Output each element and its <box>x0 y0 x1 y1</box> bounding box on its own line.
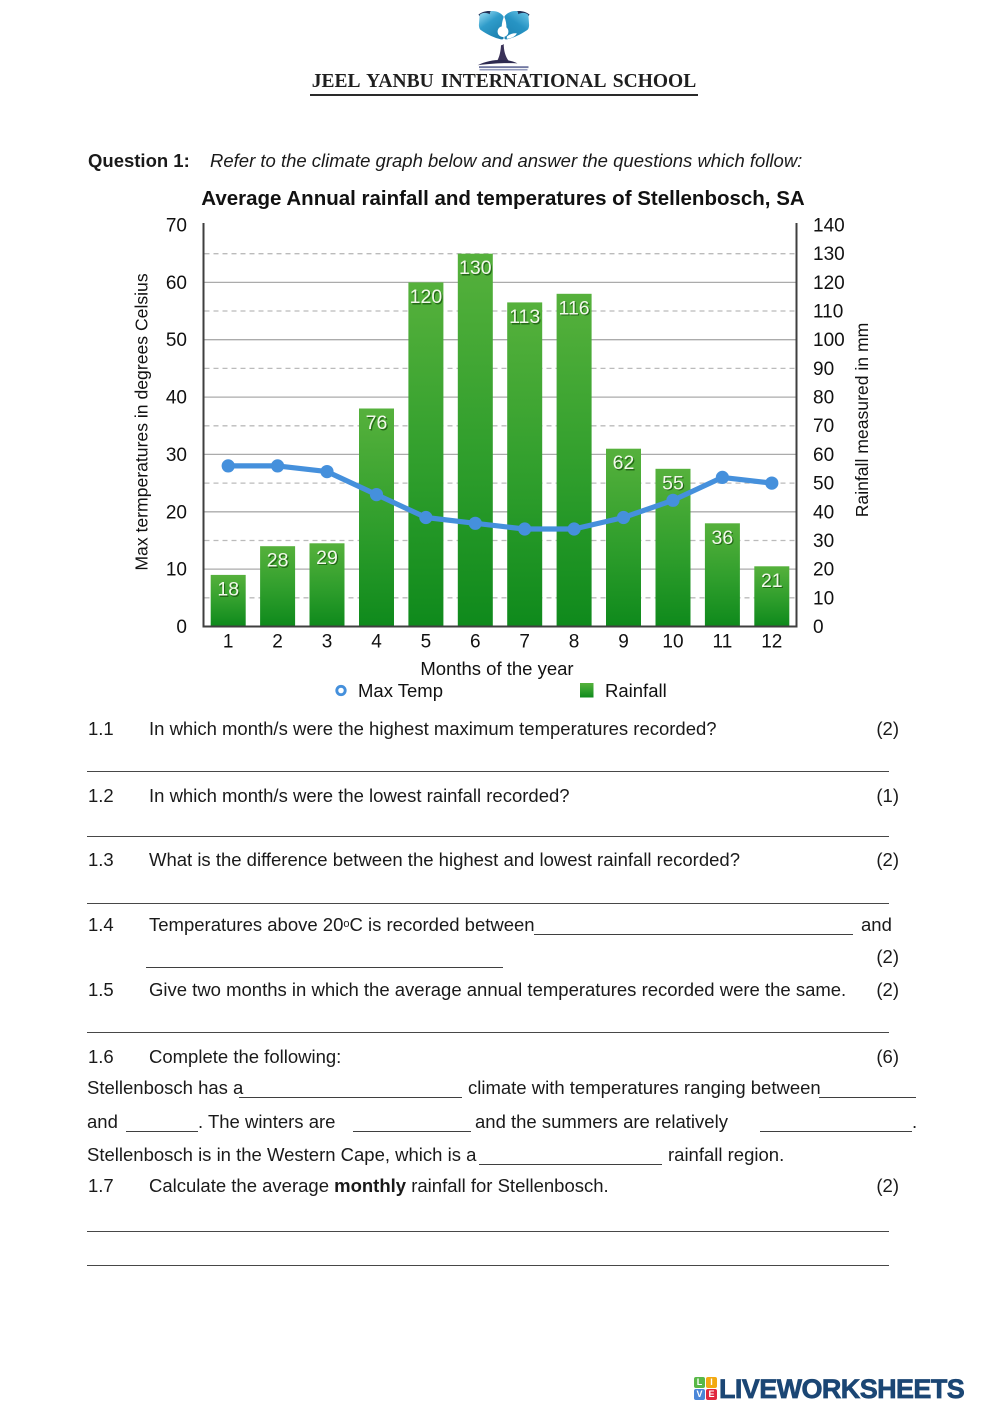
svg-text:140: 140 <box>813 216 845 237</box>
svg-text:18: 18 <box>219 580 241 602</box>
svg-text:6: 6 <box>470 632 481 653</box>
svg-text:10: 10 <box>813 588 834 609</box>
svg-text:120: 120 <box>813 273 845 294</box>
svg-text:120: 120 <box>411 287 444 309</box>
svg-text:55: 55 <box>663 474 685 496</box>
svg-text:29: 29 <box>317 548 339 570</box>
svg-text:30: 30 <box>813 531 834 552</box>
svg-text:20: 20 <box>166 502 187 523</box>
svg-text:62: 62 <box>613 452 635 474</box>
svg-text:10: 10 <box>662 632 683 653</box>
svg-text:100: 100 <box>813 330 845 351</box>
svg-text:18: 18 <box>217 578 239 600</box>
svg-text:10: 10 <box>166 560 187 581</box>
svg-text:50: 50 <box>813 474 834 495</box>
svg-text:60: 60 <box>813 445 834 466</box>
svg-text:2: 2 <box>272 632 283 653</box>
svg-text:70: 70 <box>813 416 834 437</box>
svg-text:36: 36 <box>712 527 734 549</box>
svg-text:36: 36 <box>713 528 735 550</box>
svg-text:130: 130 <box>460 259 493 281</box>
svg-text:4: 4 <box>371 632 382 653</box>
svg-text:Max termperatures in degrees: Max termperatures in degrees Celsius <box>132 273 152 570</box>
svg-text:113: 113 <box>510 307 541 329</box>
svg-text:90: 90 <box>813 359 834 380</box>
svg-text:80: 80 <box>813 388 834 409</box>
svg-text:60: 60 <box>166 273 187 294</box>
svg-text:0: 0 <box>176 617 187 638</box>
svg-text:Max Temp: Max Temp <box>358 680 443 701</box>
svg-text:40: 40 <box>813 502 834 523</box>
svg-text:70: 70 <box>166 216 187 237</box>
svg-text:130: 130 <box>813 244 845 265</box>
svg-text:62: 62 <box>614 454 636 476</box>
svg-text:0: 0 <box>813 617 824 638</box>
svg-text:130: 130 <box>459 257 492 279</box>
svg-text:113: 113 <box>509 306 540 328</box>
svg-text:21: 21 <box>762 571 784 593</box>
svg-text:120: 120 <box>410 286 443 308</box>
svg-text:28: 28 <box>267 550 289 572</box>
svg-text:30: 30 <box>166 445 187 466</box>
svg-text:40: 40 <box>166 388 187 409</box>
svg-text:28: 28 <box>268 551 290 573</box>
svg-text:55: 55 <box>662 472 684 494</box>
svg-text:76: 76 <box>367 413 389 435</box>
svg-text:12: 12 <box>761 632 782 653</box>
svg-text:116: 116 <box>560 299 591 321</box>
svg-text:8: 8 <box>569 632 580 653</box>
svg-text:50: 50 <box>166 330 187 351</box>
svg-text:110: 110 <box>813 302 843 323</box>
svg-text:3: 3 <box>322 632 333 653</box>
svg-text:Average Annual rainfall and te: Average Annual rainfall and temperatures… <box>201 187 805 210</box>
svg-text:76: 76 <box>366 412 388 434</box>
svg-text:29: 29 <box>316 547 338 569</box>
svg-text:Months of the year: Months of the year <box>420 658 573 679</box>
svg-text:Rainfall: Rainfall <box>605 680 667 701</box>
svg-text:20: 20 <box>813 560 834 581</box>
svg-text:Rainfall measured in mm: Rainfall measured in mm <box>852 323 872 518</box>
svg-text:116: 116 <box>559 297 590 319</box>
svg-text:9: 9 <box>618 632 629 653</box>
svg-text:21: 21 <box>761 570 783 592</box>
svg-text:7: 7 <box>519 632 530 653</box>
svg-text:1: 1 <box>223 632 234 653</box>
svg-text:5: 5 <box>421 632 432 653</box>
svg-text:11: 11 <box>713 632 733 653</box>
